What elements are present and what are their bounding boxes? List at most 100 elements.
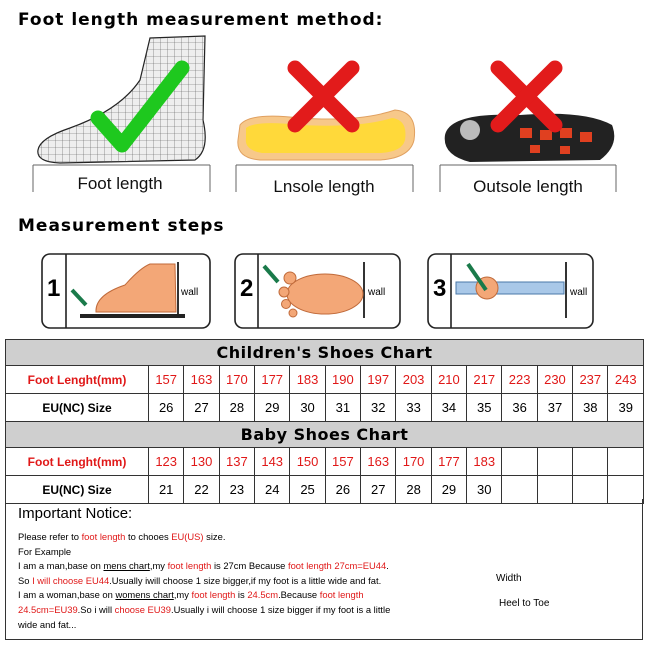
method-label: Lnsole length xyxy=(273,177,375,196)
table-cell: 26 xyxy=(147,393,185,422)
table-cell: 32 xyxy=(360,393,397,422)
table-cell: 137 xyxy=(218,447,256,476)
notice-segment: is xyxy=(235,589,248,601)
notice-segment: womens chart xyxy=(115,589,174,601)
notice-segment: foot length 27cm=EU44 xyxy=(287,560,387,572)
size-table: Children's Shoes Chart Foot Lenght(mm) 157… xyxy=(4,339,645,504)
notice-segment: is 27cm Because xyxy=(211,560,288,572)
row-label: EU(NC) Size xyxy=(5,393,149,422)
table-cell: 30 xyxy=(466,475,503,504)
table-cell: 37 xyxy=(536,393,574,422)
notice-segment: .Usually iwill choose 1 size bigger,if m… xyxy=(109,574,382,586)
table-cell: 123 xyxy=(147,447,185,476)
notice-segment: foot length xyxy=(81,531,126,542)
step-3-image xyxy=(455,262,567,318)
row-label: Foot Lenght(mm) xyxy=(5,365,149,394)
notice-segment: I am a woman,base on xyxy=(18,589,116,601)
table-cell: 26 xyxy=(324,475,362,504)
table-cell xyxy=(536,447,574,476)
table-cell: 27 xyxy=(183,393,220,422)
notice-segment: foot length xyxy=(191,589,236,601)
notice-segment: ,my xyxy=(173,589,192,601)
notice-line: wide and fat... xyxy=(18,618,458,633)
table-cell: 33 xyxy=(395,393,432,422)
table-cell: 143 xyxy=(254,447,291,476)
table-cell: 39 xyxy=(607,393,645,422)
table-cell: 150 xyxy=(289,447,326,476)
step-number: 1 xyxy=(47,275,61,302)
table-cell: 22 xyxy=(183,475,220,504)
table-cell xyxy=(607,475,645,504)
notice-segment: 24.5cm xyxy=(247,589,279,601)
table-cell: 27 xyxy=(360,475,397,504)
table-cell: 203 xyxy=(395,365,432,394)
table-row: EU(NC) Size 26 27 28 29 30 31 32 33 34 35 36 37 38 39 xyxy=(5,393,645,422)
table-cell: 29 xyxy=(430,475,468,504)
step-number: 3 xyxy=(433,275,447,302)
chart-header-row: Baby Shoes Chart xyxy=(4,421,645,448)
notice-line: Please refer to foot length to chooes EU… xyxy=(18,530,458,545)
table-cell: 177 xyxy=(254,365,291,394)
table-cell: 28 xyxy=(218,393,256,422)
step-number: 2 xyxy=(240,275,254,302)
table-cell xyxy=(501,447,538,476)
table-cell: 230 xyxy=(536,365,574,394)
notice-segment: mens chart xyxy=(103,560,150,572)
notice-segment: .So i will xyxy=(77,603,115,615)
table-cell: 36 xyxy=(501,393,538,422)
table-cell: 237 xyxy=(572,365,609,394)
outsole-image xyxy=(444,60,615,162)
table-cell: 29 xyxy=(254,393,291,422)
table-cell: 157 xyxy=(324,447,362,476)
table-cell: 217 xyxy=(466,365,503,394)
notice: Important Notice: Please refer to foot l… xyxy=(5,499,643,640)
method-label: Foot length xyxy=(77,174,163,193)
table-cell: 21 xyxy=(147,475,185,504)
table-cell: 170 xyxy=(218,365,256,394)
notice-segment: ,my xyxy=(149,560,168,572)
notice-segment: to chooes xyxy=(125,531,172,542)
steps-title: Measurement steps xyxy=(18,216,225,236)
table-cell: 223 xyxy=(501,365,538,394)
table-cell: 163 xyxy=(183,365,220,394)
step-1-image xyxy=(70,262,185,318)
table-cell: 24 xyxy=(254,475,291,504)
method-label: Outsole length xyxy=(473,177,583,196)
table-cell: 31 xyxy=(324,393,362,422)
notice-line: 24.5cm=EU39.So i will choose EU39.Usuall… xyxy=(18,603,458,618)
notice-segment: wide and fat... xyxy=(18,618,77,630)
table-cell: 38 xyxy=(572,393,609,422)
table-cell xyxy=(572,475,609,504)
table-row: Foot Lenght(mm) 157 163 170 177 183 190 197 203 2… xyxy=(5,365,645,394)
notice-segment: So xyxy=(18,574,33,586)
table-cell: 170 xyxy=(395,447,432,476)
table-row: Foot Lenght(mm) 123 130 137 143 150 157 163 170 1… xyxy=(5,447,645,476)
table-cell xyxy=(536,475,574,504)
table-cell: 183 xyxy=(289,365,326,394)
notice-segment: I will choose EU44 xyxy=(32,574,110,586)
row-label: EU(NC) Size xyxy=(5,475,149,504)
notice-title: Important Notice: xyxy=(18,505,133,522)
table-row: EU(NC) Size 21 22 23 24 25 26 27 28 29 30 xyxy=(5,475,645,504)
notice-line: I am a man,base on mens chart,my foot le… xyxy=(18,559,458,574)
notice-segment: . xyxy=(386,560,389,572)
illustrations xyxy=(32,35,617,329)
title: Foot length measurement method: xyxy=(18,10,384,30)
wall-label: wall xyxy=(368,287,386,298)
table-cell: 130 xyxy=(183,447,220,476)
notice-text: Please refer to foot length to chooes EU… xyxy=(18,530,458,632)
notice-segment: Please refer to xyxy=(18,531,82,542)
chart-title: Children's Shoes Chart xyxy=(4,339,645,366)
notice-segment: For Example xyxy=(18,545,72,557)
chart-title: Baby Shoes Chart xyxy=(4,421,645,448)
table-cell: 35 xyxy=(466,393,503,422)
width-label: Width xyxy=(496,573,522,584)
table-cell: 190 xyxy=(324,365,362,394)
table-cell: 197 xyxy=(360,365,397,394)
wall-label: wall xyxy=(181,287,199,298)
table-cell: 243 xyxy=(607,365,645,394)
step-2-image xyxy=(262,262,365,318)
notice-segment: choose EU39 xyxy=(114,603,171,615)
notice-segment: I am a man,base on xyxy=(18,560,104,572)
